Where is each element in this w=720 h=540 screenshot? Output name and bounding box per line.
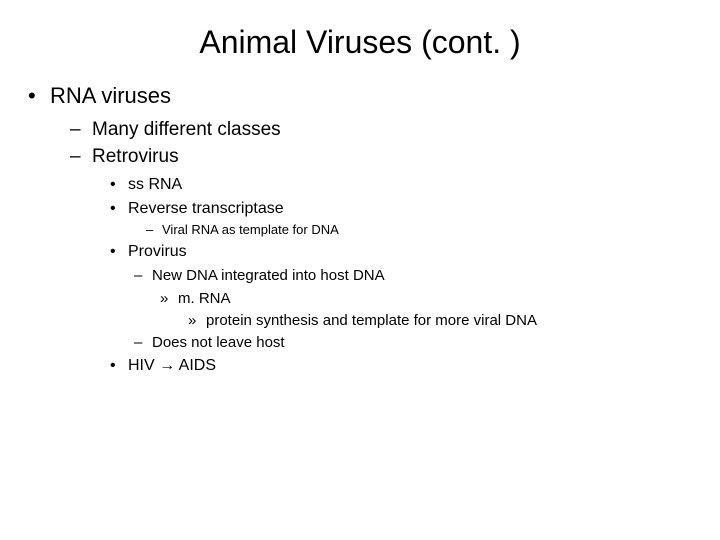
bullet-text: Provirus (128, 243, 187, 260)
slide-content: RNA viruses Many different classes Retro… (0, 81, 720, 377)
bullet-list-lvl5: protein synthesis and template for more … (188, 311, 720, 331)
list-item: Reverse transcriptase Viral RNA as templ… (110, 198, 720, 239)
bullet-text: protein synthesis and template for more … (206, 312, 537, 329)
list-item: RNA viruses Many different classes Retro… (28, 81, 720, 377)
bullet-text: Viral RNA as template for DNA (162, 222, 339, 237)
bullet-list-lvl1: Many different classes Retrovirus ss RNA… (70, 117, 720, 377)
bullet-list-lvl0: RNA viruses Many different classes Retro… (28, 81, 720, 377)
list-item: Does not leave host (134, 333, 720, 353)
bullet-list-lvl3: Viral RNA as template for DNA (146, 221, 720, 239)
list-item: Provirus New DNA integrated into host DN… (110, 241, 720, 354)
list-item: Many different classes (70, 117, 720, 143)
list-item: protein synthesis and template for more … (188, 311, 720, 331)
list-item: Retrovirus ss RNA Reverse transcriptase … (70, 144, 720, 377)
bullet-text: Does not leave host (152, 334, 285, 351)
list-item: ss RNA (110, 174, 720, 196)
bullet-list-lvl2: ss RNA Reverse transcriptase Viral RNA a… (110, 174, 720, 377)
bullet-text: New DNA integrated into host DNA (152, 267, 385, 284)
bullet-text: Retrovirus (92, 146, 179, 167)
bullet-text: HIV → AIDS (128, 357, 216, 374)
bullet-text: Many different classes (92, 119, 281, 140)
list-item: m. RNA protein synthesis and template fo… (160, 289, 720, 332)
bullet-list-lvl4: m. RNA protein synthesis and template fo… (160, 289, 720, 332)
list-item: HIV → AIDS (110, 355, 720, 377)
bullet-text: Reverse transcriptase (128, 200, 284, 217)
list-item: Viral RNA as template for DNA (146, 221, 720, 239)
slide-title: Animal Viruses (cont. ) (0, 0, 720, 81)
bullet-text: m. RNA (178, 290, 231, 307)
bullet-list-lvl3b: New DNA integrated into host DNA m. RNA … (134, 266, 720, 353)
bullet-text: RNA viruses (50, 83, 171, 108)
slide: Animal Viruses (cont. ) RNA viruses Many… (0, 0, 720, 540)
list-item: New DNA integrated into host DNA m. RNA … (134, 266, 720, 331)
bullet-text: ss RNA (128, 176, 182, 193)
